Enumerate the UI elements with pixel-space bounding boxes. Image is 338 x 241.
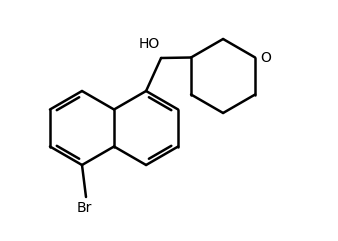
Text: HO: HO [139, 37, 160, 51]
Text: O: O [260, 51, 271, 65]
Text: Br: Br [76, 201, 92, 215]
